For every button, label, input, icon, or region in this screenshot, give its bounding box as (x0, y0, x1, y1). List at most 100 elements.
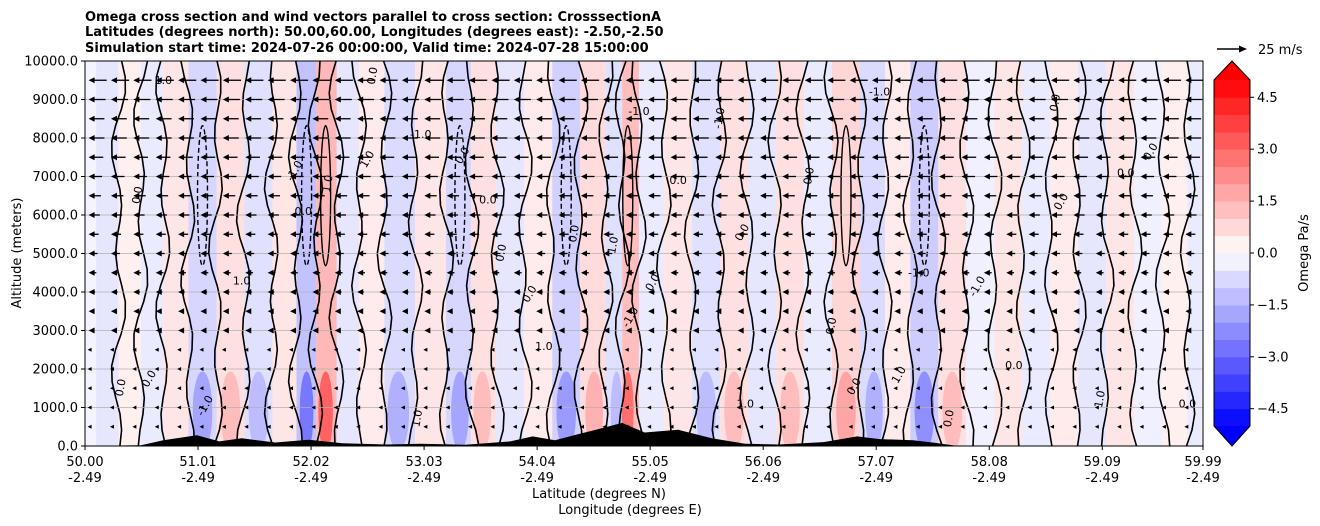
wind-arrow-head (200, 115, 207, 122)
wind-arrow-head (334, 192, 341, 199)
wind-arrow-head (1028, 77, 1035, 84)
colorbar-segment (1214, 253, 1250, 271)
wind-arrow (1117, 367, 1122, 371)
wind-arrow-head (222, 231, 229, 238)
contour-label: -1.0 (410, 128, 431, 141)
wind-arrow-head (88, 250, 95, 257)
wind-arrow-head (491, 250, 498, 257)
wind-arrow-head (290, 192, 297, 199)
wind-arrow-head (110, 289, 117, 295)
wind-arrow (1117, 347, 1122, 352)
contour-label: 1.0 (535, 340, 553, 353)
wind-arrow-head (558, 192, 565, 199)
wind-arrow-head (1006, 289, 1013, 295)
wind-arrow-head (894, 250, 901, 257)
wind-arrow-head (894, 308, 901, 315)
wind-arrow-head (155, 192, 162, 199)
wind-arrow-head (401, 77, 408, 84)
wind-arrow (1184, 347, 1189, 352)
wind-arrow-head (513, 77, 520, 84)
wind-arrow (1139, 367, 1144, 371)
wind-arrow-head (357, 231, 364, 238)
wind-arrow-head (1118, 269, 1125, 276)
wind-arrow-head (312, 77, 319, 84)
wind-arrow-head (245, 269, 252, 276)
wind-arrow (781, 424, 786, 429)
quiver-key-label: 25 m/s (1258, 43, 1303, 58)
wind-arrow-head (692, 269, 699, 276)
wind-arrow-head (334, 77, 341, 84)
wind-arrow-head (916, 96, 923, 103)
wind-arrow (378, 347, 383, 352)
wind-arrow-head (1073, 269, 1080, 276)
wind-arrow-head (916, 115, 923, 122)
colorbar-segment (1214, 270, 1250, 289)
wind-arrow-head (178, 289, 185, 295)
wind-arrow (1027, 405, 1032, 410)
wind-arrow-head (894, 327, 901, 334)
wind-arrow (109, 386, 114, 391)
y-tick-label: 0.0 (57, 440, 78, 455)
wind-arrow-head (267, 115, 274, 122)
wind-arrow (714, 347, 719, 352)
colorbar: −4.5 −3.0 −1.5 0.0 1.5 3.0 4.5 (1213, 60, 1289, 447)
wind-arrow (289, 405, 294, 410)
wind-arrow (1072, 347, 1077, 352)
wind-arrow (512, 347, 517, 352)
wind-arrow-head (424, 269, 431, 276)
wind-arrow-head (625, 269, 632, 276)
contour-label: 0.0 (1179, 398, 1197, 411)
wind-arrow (154, 424, 159, 429)
wind-arrow-head (513, 135, 520, 141)
wind-arrow-head (916, 154, 923, 161)
wind-arrow-head (1073, 115, 1080, 122)
wind-arrow-head (916, 212, 923, 218)
x-tick-label-longitude: -2.49 (746, 471, 780, 486)
wind-arrow-head (692, 212, 699, 218)
wind-arrow-head (110, 308, 117, 315)
wind-arrow-head (536, 77, 543, 84)
wind-arrow (1072, 367, 1077, 371)
wind-arrow-head (178, 77, 185, 84)
wind-arrow (400, 367, 405, 371)
wind-arrow-head (267, 135, 274, 141)
wind-arrow-head (379, 231, 386, 238)
wind-arrow (1050, 424, 1055, 429)
contour-label: 0.0 (130, 185, 146, 204)
wind-arrow-head (1140, 231, 1147, 238)
colorbar-segment (1214, 304, 1250, 323)
wind-arrow-head (424, 250, 431, 257)
wind-arrow-head (334, 154, 341, 161)
wind-arrow (1094, 386, 1099, 391)
wind-arrow (870, 367, 875, 371)
wind-arrow-head (334, 173, 341, 180)
omega-core (585, 371, 604, 446)
wind-arrow-head (200, 327, 207, 334)
wind-arrow-head (222, 289, 229, 295)
wind-arrow-head (581, 192, 588, 199)
wind-arrow-head (782, 308, 789, 315)
wind-arrow-head (894, 289, 901, 295)
wind-arrow-head (648, 212, 655, 218)
wind-arrow-head (245, 250, 252, 257)
wind-arrow (602, 347, 607, 352)
contour-label: 1.0 (737, 398, 755, 411)
wind-arrow-head (133, 154, 140, 161)
wind-arrow-head (983, 250, 990, 257)
wind-arrow (1005, 367, 1010, 371)
wind-arrow-head (1028, 192, 1035, 199)
wind-arrow-head (312, 135, 319, 141)
wind-arrow-head (357, 308, 364, 315)
wind-arrow-head (1073, 250, 1080, 257)
wind-arrow-head (737, 96, 744, 103)
wind-arrow-head (1051, 173, 1058, 180)
colorbar-segment (1214, 287, 1250, 306)
wind-arrow-head (379, 212, 386, 218)
wind-arrow-head (1185, 192, 1192, 199)
wind-arrow (714, 424, 719, 429)
wind-arrow-head (536, 269, 543, 276)
wind-arrow (221, 424, 226, 429)
wind-arrow (624, 386, 629, 391)
wind-arrow-head (1006, 269, 1013, 276)
wind-arrow-head (670, 96, 677, 103)
